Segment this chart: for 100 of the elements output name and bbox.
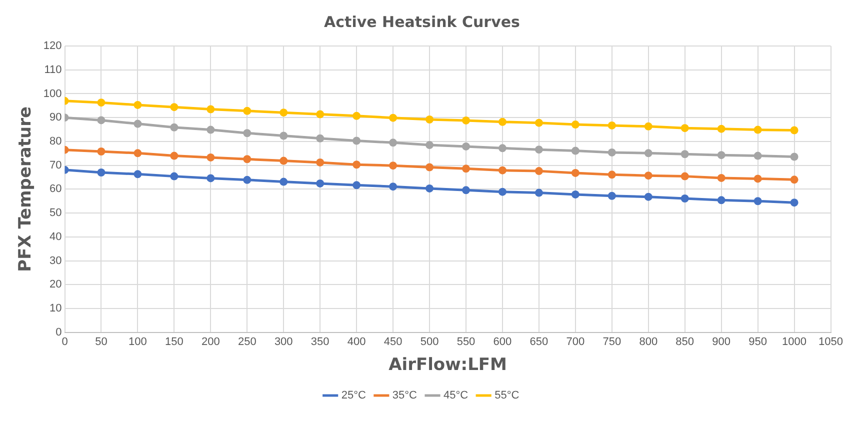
x-tick-label: 50 xyxy=(95,336,108,348)
point xyxy=(534,167,543,176)
chart-title: Active Heatsink Curves xyxy=(324,12,520,31)
x-tick-label: 650 xyxy=(530,336,548,348)
x-tick-label: 550 xyxy=(456,336,476,348)
x-tick-label: 600 xyxy=(493,336,512,348)
point xyxy=(754,126,762,134)
point xyxy=(426,116,434,124)
y-tick-label: 0 xyxy=(56,326,62,338)
y-tick-label: 100 xyxy=(43,88,62,100)
point xyxy=(134,149,142,158)
point xyxy=(717,124,726,133)
point xyxy=(462,186,470,194)
point xyxy=(534,188,543,197)
x-tick-label: 100 xyxy=(128,336,147,348)
point xyxy=(316,179,324,188)
x-tick-label: 450 xyxy=(384,336,402,348)
y-tick-label: 90 xyxy=(50,112,62,124)
point xyxy=(316,158,324,166)
point xyxy=(790,176,798,184)
y-tick-label: 30 xyxy=(50,254,62,267)
point xyxy=(717,174,726,182)
point xyxy=(498,166,506,174)
legend-label: 25°C xyxy=(341,390,366,402)
point xyxy=(170,103,178,112)
point xyxy=(462,142,470,150)
point xyxy=(316,134,324,142)
point xyxy=(170,172,178,180)
point xyxy=(134,100,142,109)
point xyxy=(571,190,580,198)
point xyxy=(754,197,762,206)
x-tick-label: 1000 xyxy=(782,336,807,348)
point xyxy=(243,129,252,138)
point xyxy=(644,192,652,201)
point xyxy=(206,174,215,182)
y-axis-title: PFX Temperature xyxy=(16,106,36,272)
point xyxy=(280,108,288,117)
point xyxy=(352,160,361,169)
point xyxy=(754,152,762,160)
point xyxy=(97,116,106,124)
point xyxy=(352,181,361,190)
point xyxy=(352,136,361,145)
point xyxy=(243,176,252,184)
point xyxy=(608,148,616,156)
point xyxy=(498,118,506,126)
point xyxy=(790,152,798,161)
point xyxy=(206,126,215,134)
y-tick-label: 40 xyxy=(50,230,62,243)
point xyxy=(170,123,178,132)
point xyxy=(206,105,215,114)
point xyxy=(534,146,543,154)
point xyxy=(644,122,652,130)
x-tick-label: 850 xyxy=(676,336,694,348)
point xyxy=(790,198,798,207)
y-tick-label: 120 xyxy=(43,40,62,52)
x-tick-label: 800 xyxy=(639,336,658,348)
x-tick-label: 950 xyxy=(748,336,767,348)
point xyxy=(280,178,288,186)
x-tick-label: 400 xyxy=(347,336,366,348)
point xyxy=(97,168,106,176)
point xyxy=(571,120,580,129)
point xyxy=(389,114,398,122)
y-tick-label: 20 xyxy=(50,278,62,291)
point xyxy=(97,98,106,107)
point xyxy=(571,168,580,177)
point xyxy=(680,150,689,158)
point xyxy=(389,138,398,147)
point xyxy=(243,155,252,164)
x-tick-label: 1050 xyxy=(818,336,844,348)
point xyxy=(790,126,798,134)
y-tick-label: 80 xyxy=(50,136,62,148)
point xyxy=(680,194,689,203)
point xyxy=(426,141,434,150)
y-tick-label: 70 xyxy=(50,159,62,172)
point xyxy=(608,121,616,130)
x-tick-label: 150 xyxy=(165,336,184,348)
x-tick-label: 500 xyxy=(420,336,439,348)
x-tick-label: 750 xyxy=(602,336,622,348)
point xyxy=(206,153,215,162)
point xyxy=(462,164,470,173)
y-tick-label: 50 xyxy=(50,207,62,220)
point xyxy=(134,120,142,128)
x-axis-title: AirFlow:LFM xyxy=(388,355,507,376)
point xyxy=(644,172,652,180)
point xyxy=(426,163,434,172)
point xyxy=(571,146,580,155)
point xyxy=(717,196,726,204)
x-tick-label: 350 xyxy=(310,336,330,348)
point xyxy=(754,174,762,183)
point xyxy=(134,170,142,178)
x-tick-label: 300 xyxy=(274,336,293,348)
point xyxy=(426,184,434,192)
point xyxy=(717,151,726,160)
point xyxy=(280,132,288,140)
legend-label: 35°C xyxy=(392,390,418,402)
point xyxy=(498,188,506,196)
point xyxy=(316,110,324,118)
point xyxy=(389,182,398,191)
x-tick-label: 700 xyxy=(566,336,585,348)
y-tick-label: 110 xyxy=(44,64,62,76)
